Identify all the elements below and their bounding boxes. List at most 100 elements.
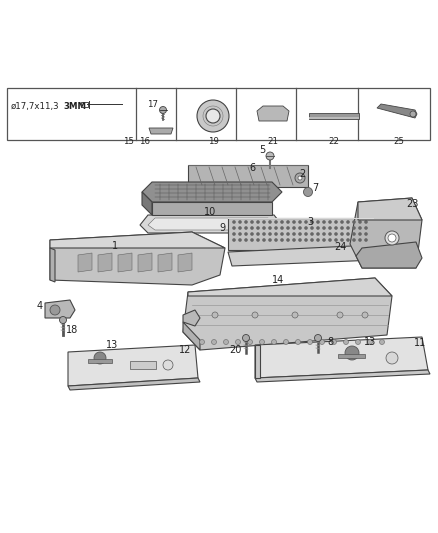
Polygon shape [255, 345, 260, 378]
Polygon shape [149, 128, 173, 134]
Circle shape [296, 340, 300, 344]
Circle shape [334, 232, 338, 236]
Circle shape [268, 232, 272, 236]
Circle shape [328, 220, 332, 224]
Circle shape [256, 238, 260, 242]
Circle shape [244, 232, 248, 236]
Text: 8: 8 [327, 337, 333, 347]
Polygon shape [78, 253, 92, 272]
Circle shape [379, 340, 385, 344]
Circle shape [268, 220, 272, 224]
Circle shape [307, 340, 312, 344]
Polygon shape [50, 232, 225, 285]
Circle shape [286, 232, 290, 236]
Circle shape [272, 340, 276, 344]
Text: 3MM: 3MM [63, 102, 86, 111]
Text: 12: 12 [179, 345, 191, 355]
Polygon shape [152, 202, 272, 215]
Polygon shape [138, 253, 152, 272]
Circle shape [252, 312, 258, 318]
Text: 9: 9 [219, 223, 225, 233]
Circle shape [352, 226, 356, 230]
Circle shape [304, 238, 308, 242]
Polygon shape [142, 182, 282, 202]
Polygon shape [338, 354, 365, 358]
Circle shape [262, 238, 266, 242]
Circle shape [310, 220, 314, 224]
Text: 24: 24 [334, 242, 346, 252]
Bar [228, 218, 373, 250]
Circle shape [236, 340, 240, 344]
Circle shape [268, 238, 272, 242]
Circle shape [286, 226, 290, 230]
Circle shape [238, 226, 242, 230]
Circle shape [292, 220, 296, 224]
Circle shape [316, 220, 320, 224]
Circle shape [223, 340, 229, 344]
Circle shape [356, 340, 360, 344]
Circle shape [212, 312, 218, 318]
Bar [81, 102, 88, 107]
Circle shape [364, 232, 368, 236]
Polygon shape [142, 192, 152, 215]
Circle shape [388, 234, 396, 242]
Circle shape [310, 232, 314, 236]
Circle shape [60, 317, 67, 324]
Circle shape [212, 340, 216, 344]
Polygon shape [358, 198, 422, 220]
Circle shape [250, 226, 254, 230]
Circle shape [304, 226, 308, 230]
Circle shape [304, 220, 308, 224]
Polygon shape [158, 253, 172, 272]
Circle shape [274, 226, 278, 230]
Polygon shape [88, 359, 112, 363]
Text: 20: 20 [229, 345, 241, 355]
Circle shape [262, 220, 266, 224]
Circle shape [244, 220, 248, 224]
Circle shape [197, 100, 229, 132]
Text: 5: 5 [259, 145, 265, 155]
Circle shape [328, 238, 332, 242]
Circle shape [352, 220, 356, 224]
Circle shape [304, 232, 308, 236]
Circle shape [250, 238, 254, 242]
Circle shape [298, 220, 302, 224]
Circle shape [334, 226, 338, 230]
Polygon shape [356, 242, 422, 268]
Circle shape [334, 220, 338, 224]
Text: 15: 15 [123, 137, 134, 146]
Text: ø17,7x11,3: ø17,7x11,3 [11, 102, 60, 111]
Circle shape [232, 226, 236, 230]
Polygon shape [68, 345, 198, 386]
Circle shape [274, 220, 278, 224]
Polygon shape [255, 370, 430, 382]
Text: 4: 4 [37, 301, 43, 311]
Circle shape [410, 111, 416, 117]
Circle shape [362, 312, 368, 318]
Circle shape [274, 238, 278, 242]
Text: 6: 6 [249, 163, 255, 173]
Circle shape [206, 109, 220, 123]
Text: 11: 11 [414, 338, 426, 348]
Circle shape [322, 238, 326, 242]
Circle shape [283, 340, 289, 344]
Circle shape [298, 176, 302, 180]
Text: 22: 22 [328, 137, 339, 146]
Bar [309, 113, 359, 119]
Circle shape [352, 232, 356, 236]
Circle shape [268, 226, 272, 230]
Circle shape [295, 173, 305, 183]
Circle shape [286, 238, 290, 242]
Circle shape [322, 226, 326, 230]
Circle shape [238, 238, 242, 242]
Text: 18: 18 [66, 325, 78, 335]
Circle shape [256, 220, 260, 224]
Bar [309, 117, 359, 119]
Circle shape [316, 226, 320, 230]
Bar [188, 165, 308, 187]
Circle shape [385, 231, 399, 245]
Circle shape [358, 226, 362, 230]
Circle shape [256, 232, 260, 236]
Text: 13: 13 [106, 340, 118, 350]
Polygon shape [377, 104, 417, 118]
